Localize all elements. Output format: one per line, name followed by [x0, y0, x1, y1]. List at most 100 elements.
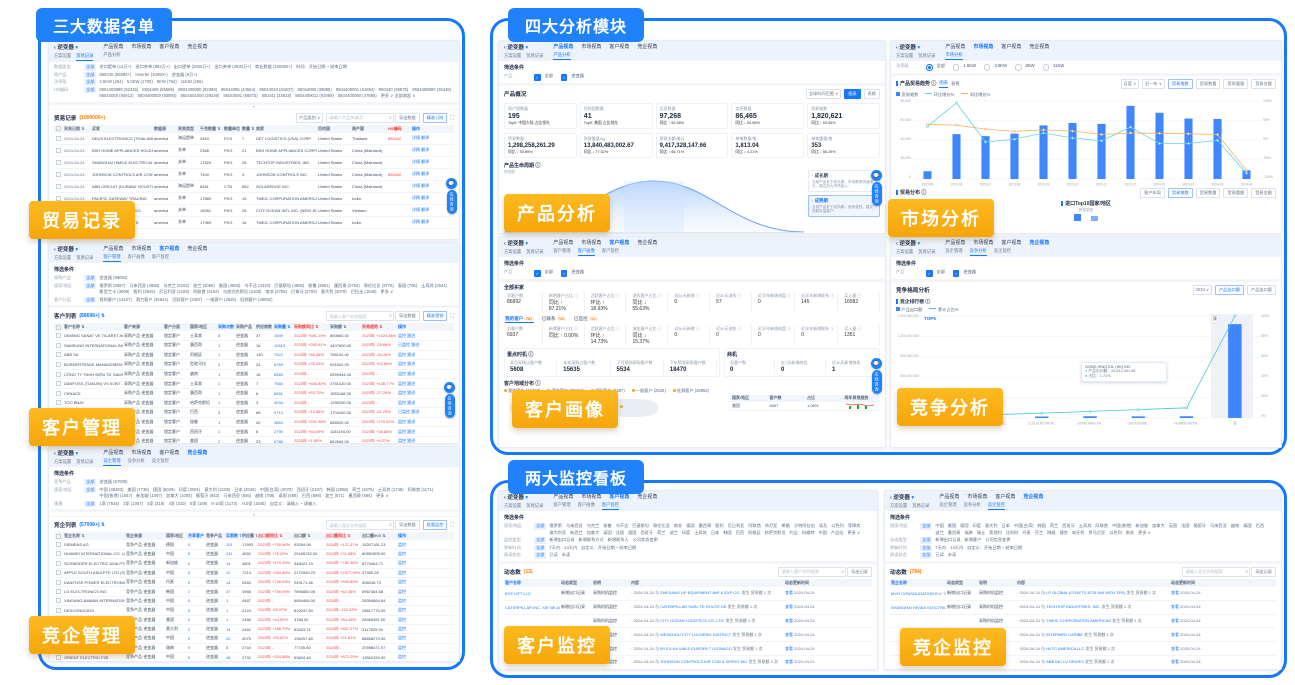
left-nav-item[interactable]: 贸易记录	[526, 249, 544, 254]
filter-chip[interactable]: 进口提单 (12万+)	[99, 64, 132, 69]
filter-chip[interactable]: 商业数据 (100000+)	[255, 64, 293, 69]
filter-chip[interactable]: 挪威	[1047, 529, 1056, 535]
view-tab[interactable]: 市场视角	[581, 44, 602, 50]
filter-chip[interactable]: 3.5KW (254)	[99, 79, 123, 85]
view-tab[interactable]: 客户视角	[1001, 240, 1022, 246]
filter-chip[interactable]: 法国	[615, 529, 625, 535]
metric-button[interactable]: 贸易重量	[1223, 78, 1249, 89]
filter-chip[interactable]: 8504409000 (92369)	[178, 86, 218, 92]
category-select[interactable]: 产品类别 ∨	[296, 112, 324, 123]
left-nav-item[interactable]: 贸易记录	[526, 503, 544, 508]
filter-chip[interactable]: 波兰 (571)	[325, 493, 345, 499]
table-row[interactable]: CENACE 采购产品·逆变器 锁定客户 墨西哥 1 逆变器 6 6551 2023年 +53.…	[54, 389, 454, 399]
product-switcher[interactable]: ‹ 逆变器 ▾	[54, 451, 79, 457]
table-row[interactable]: APPLE SOUTH ASIA PTE LTD (S) 竞争产品·逆变器 中国 0 逆…	[54, 569, 454, 578]
module-subtab[interactable]: 竞企监控	[993, 248, 1011, 253]
product-switcher[interactable]: ‹ 逆变器 ▾	[504, 495, 529, 501]
left-nav-item[interactable]: 贸易记录	[918, 53, 936, 58]
checkbox-all[interactable]	[926, 270, 933, 277]
consult-button[interactable]: 在线咨询	[444, 394, 455, 418]
module-subtab[interactable]: 客户画像	[577, 248, 595, 256]
filter-all-chip[interactable]: 全部	[84, 486, 97, 494]
view-tab[interactable]: 市场视角	[973, 44, 994, 50]
product-switcher[interactable]: ‹ 逆变器 ▾	[504, 45, 529, 51]
filter-chip[interactable]: 乌干达 (4310)	[244, 282, 271, 288]
view-link[interactable]: 查看	[785, 645, 793, 651]
radio-all[interactable]	[926, 64, 933, 71]
filter-chip[interactable]: 美国 (4893)	[218, 282, 241, 288]
filter-chip[interactable]: 出口提单 (2930万+)	[173, 64, 211, 69]
view-tab[interactable]: 产品视角	[103, 44, 124, 50]
filter-chip[interactable]: 捷克	[1059, 529, 1068, 535]
filter-chip[interactable]: 公司状态变更	[632, 537, 658, 543]
filter-chip[interactable]: 波兰 (4066)	[193, 282, 215, 288]
dist-button[interactable]: 贸易金额	[1251, 187, 1276, 198]
filter-chip[interactable]: 巴基斯坦 (4965)	[274, 282, 305, 288]
table-row[interactable]: ORIENT ELECTRIC FZE 竞争产品·逆变器 中国 0 逆变器 48 2792 2…	[54, 653, 454, 661]
left-nav-item[interactable]: 方案设置	[54, 255, 72, 260]
view-tab[interactable]: 客户视角	[159, 450, 180, 456]
filter-chip[interactable]: 越南 (788)	[255, 493, 275, 499]
filter-chip[interactable]: 中国	[818, 529, 827, 535]
table-row[interactable]: 2024-04-24 ABN CIRCUIT (DURANZ HOUSTON) am…	[54, 181, 454, 193]
view-tab[interactable]: 客户视角	[609, 494, 630, 500]
filter-chip[interactable]: 7天内	[935, 544, 947, 550]
filter-chip[interactable]: 出口关单 (4930万+)	[214, 64, 252, 69]
filter-chip[interactable]: 更多 ∨	[380, 289, 394, 295]
filter-chip[interactable]: 8504409990 (29448)	[412, 86, 452, 92]
left-nav-item[interactable]: 方案设置	[896, 53, 914, 58]
filter-chip[interactable]: 低频客户 (48852)	[240, 296, 273, 302]
filter-chip[interactable]: 澳大利亚	[549, 529, 567, 535]
consult-widget[interactable]: 💬 在线咨询	[870, 170, 883, 206]
customer-name-link[interactable]: BYE LIFT LLC	[505, 590, 531, 596]
filter-chip[interactable]: 85044091 (56875)	[223, 93, 258, 99]
filter-chip[interactable]: 印度	[681, 529, 691, 535]
filter-chip[interactable]: 阿联酋 (2162)	[193, 289, 219, 295]
search-input[interactable]	[326, 520, 395, 531]
filter-chip[interactable]: 菲律宾	[847, 523, 861, 528]
checkbox-inverter[interactable]	[560, 74, 568, 81]
filter-chip[interactable]: 巴西	[1255, 523, 1264, 528]
view-tab[interactable]: 产品视角	[103, 246, 124, 252]
year-select[interactable]: 2024 ∨	[1192, 284, 1213, 295]
table-row[interactable]: XINGANG-AMANN INTERNATIONA...竞争产品·逆变器 中国 0…	[54, 597, 454, 607]
view-link[interactable]: 查看	[785, 617, 793, 623]
filter-chip[interactable]: 德国	[628, 529, 637, 535]
table-row[interactable]: 2024-04-24 BSH HOME APPLIANCES HOLDING ame…	[54, 145, 454, 157]
filter-chip[interactable]: 新增客户	[964, 537, 982, 543]
left-nav-item[interactable]: 贸易记录	[76, 459, 94, 464]
filter-all-chip[interactable]: 全部	[84, 64, 97, 71]
view-tab[interactable]: 产品视角	[939, 494, 960, 500]
consult-widget[interactable]: 💬 在线咨询	[445, 178, 458, 214]
left-nav-item[interactable]: 方案设置	[54, 53, 72, 58]
geo-legend-item[interactable]: 低频客户 (48852)	[672, 388, 709, 394]
filter-chip[interactable]: 新加坡 (1067)	[136, 493, 163, 499]
product-switcher[interactable]: ‹ 逆变器 ▾	[504, 241, 529, 247]
filter-all-chip[interactable]: 全部	[920, 523, 933, 530]
filter-all-chip[interactable]: 全部	[84, 296, 97, 304]
view-tab[interactable]: 市场视角	[581, 240, 602, 246]
filter-chip[interactable]: 土耳其 (1748)	[377, 486, 404, 492]
metric-button[interactable]: 贸易笔数	[1167, 78, 1193, 89]
range-select[interactable]: 近一年 ∨	[1142, 78, 1165, 89]
filter-chip[interactable]: 泰国 (686)	[278, 493, 298, 499]
filter-chip[interactable]: 逆变器 (96094)	[99, 275, 128, 280]
module-subtab[interactable]: 产品分析	[553, 52, 571, 60]
filter-chip[interactable]: 阿联酋 (1171)	[407, 486, 434, 492]
filter-all-chip[interactable]: 全部	[920, 544, 933, 552]
filter-chip[interactable]: 波兰	[669, 529, 678, 535]
filter-chip[interactable]: 秘鲁 (2861)	[308, 282, 330, 288]
filter-chip[interactable]: 1家 (7645)	[99, 500, 120, 506]
filter-chip[interactable]: 尼日利亚	[727, 523, 745, 528]
module-subtab[interactable]: 客户监控	[601, 248, 619, 253]
filter-chip[interactable]: 中国 (48293)	[99, 486, 124, 492]
table-row[interactable]: CÔNG TY TNHH ĐIỆN TỬ SAMSU...采购产品·逆变器 锁定客…	[54, 370, 454, 380]
filter-chip[interactable]: 英国	[1168, 523, 1178, 528]
view-tab[interactable]: 客户视角	[1001, 44, 1022, 50]
filter-chip[interactable]: 日本	[1001, 523, 1010, 528]
filter-chip[interactable]: 巴基斯坦	[632, 523, 650, 528]
fullscreen-icon[interactable]: ⛶	[450, 114, 454, 121]
filter-chip[interactable]: 尼日利亚 (2108)	[159, 289, 190, 295]
module-subtab[interactable]: 竞企管理	[945, 248, 963, 253]
filter-chip[interactable]: 泰国 (706)	[397, 282, 418, 288]
